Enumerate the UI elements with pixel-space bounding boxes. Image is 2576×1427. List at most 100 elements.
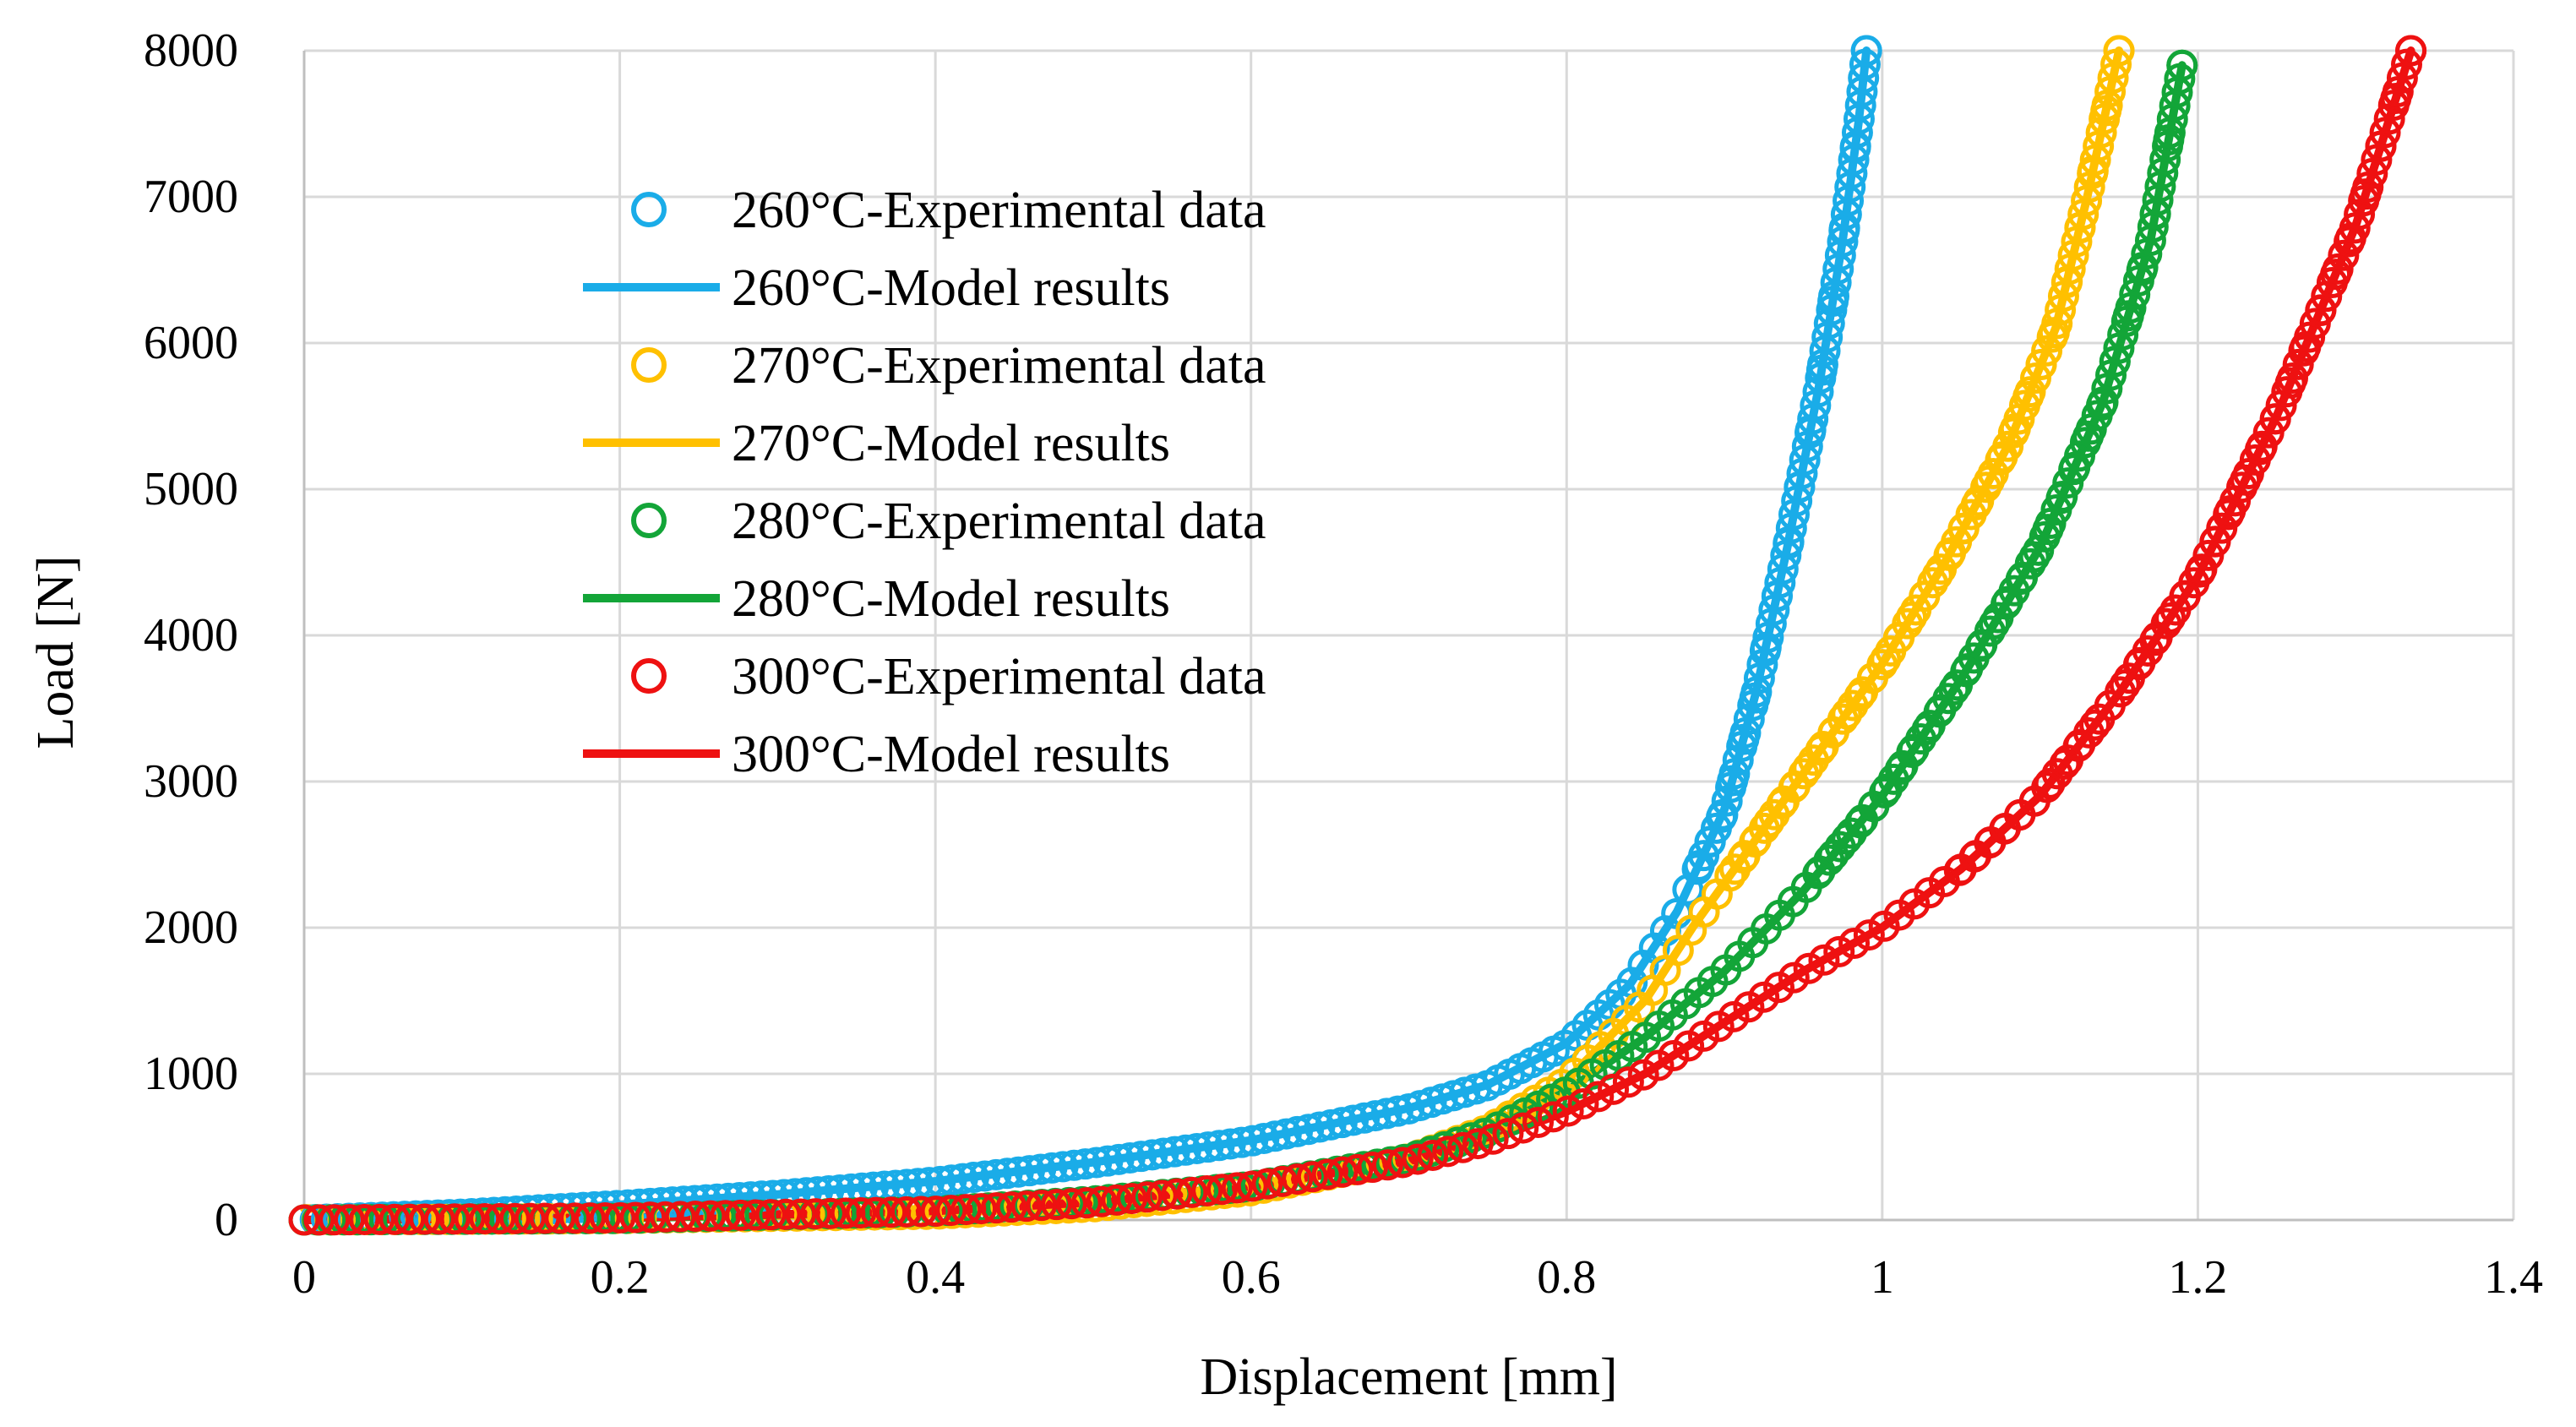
data-point bbox=[2020, 362, 2052, 395]
y-tick-label: 5000 bbox=[144, 463, 238, 515]
data-point bbox=[1266, 1165, 1299, 1197]
data-point bbox=[348, 1204, 380, 1236]
data-point bbox=[1055, 1188, 1087, 1220]
data-point bbox=[1612, 1066, 1644, 1098]
data-point bbox=[1169, 1134, 1201, 1166]
data-point bbox=[946, 1163, 978, 1195]
data-point bbox=[2334, 226, 2366, 258]
data-point bbox=[1293, 1114, 1325, 1146]
data-point bbox=[649, 1201, 681, 1233]
data-point bbox=[1221, 1172, 1253, 1204]
data-point bbox=[1315, 1108, 1347, 1141]
data-point bbox=[739, 1199, 771, 1231]
data-point bbox=[1326, 1107, 1358, 1139]
data-point bbox=[423, 1203, 455, 1235]
legend-item: 260°C-Experimental data bbox=[631, 182, 1266, 239]
data-point bbox=[1522, 1106, 1555, 1138]
data-point bbox=[2036, 321, 2068, 353]
legend-marker-symbol bbox=[631, 503, 667, 538]
legend-marker-symbol bbox=[631, 347, 667, 383]
data-point bbox=[1348, 1102, 1381, 1134]
x-axis-title: Displacement [mm] bbox=[1200, 1348, 1617, 1406]
data-point bbox=[2311, 280, 2343, 313]
data-point bbox=[1997, 417, 2029, 449]
data-point bbox=[924, 1165, 956, 1197]
data-point bbox=[544, 1202, 576, 1234]
data-point bbox=[1304, 1111, 1336, 1143]
data-point bbox=[1116, 1183, 1148, 1215]
data-point bbox=[303, 1204, 335, 1236]
data-point bbox=[2356, 157, 2388, 189]
data-point bbox=[1455, 1122, 1487, 1154]
data-point bbox=[1311, 1158, 1343, 1190]
data-point bbox=[2395, 35, 2427, 67]
data-point bbox=[1092, 1145, 1124, 1177]
data-point bbox=[875, 1196, 907, 1228]
data-point bbox=[1146, 1179, 1178, 1212]
data-point bbox=[1370, 1097, 1402, 1130]
data-point bbox=[2282, 348, 2314, 380]
data-point bbox=[619, 1201, 651, 1234]
data-point bbox=[991, 1157, 1023, 1190]
data-point bbox=[1047, 1151, 1079, 1183]
data-point bbox=[2025, 348, 2057, 380]
data-point bbox=[2014, 376, 2046, 408]
data-point bbox=[2277, 362, 2308, 395]
x-tick-label: 1 bbox=[1871, 1251, 1894, 1304]
data-point bbox=[770, 1198, 802, 1230]
data-point bbox=[920, 1196, 952, 1228]
data-point bbox=[1058, 1149, 1090, 1181]
data-point bbox=[1147, 1137, 1179, 1169]
data-point bbox=[1002, 1156, 1034, 1188]
data-point bbox=[363, 1203, 395, 1235]
data-point bbox=[589, 1202, 621, 1234]
data-point bbox=[1446, 1131, 1479, 1163]
data-point bbox=[958, 1162, 990, 1194]
legend-label: 260°C-Experimental data bbox=[732, 182, 1266, 239]
data-point bbox=[1507, 1112, 1539, 1144]
data-point bbox=[1103, 1143, 1135, 1175]
data-point bbox=[1707, 798, 1739, 831]
data-point bbox=[454, 1203, 486, 1235]
data-point bbox=[2352, 171, 2384, 203]
data-point bbox=[890, 1196, 922, 1228]
data-point bbox=[634, 1201, 667, 1234]
data-point bbox=[1371, 1149, 1403, 1181]
data-point bbox=[860, 1196, 892, 1228]
data-point bbox=[2373, 103, 2405, 135]
data-point bbox=[2382, 75, 2414, 107]
data-point bbox=[394, 1203, 426, 1235]
y-tick-label: 4000 bbox=[144, 609, 238, 662]
x-tick-label: 0 bbox=[292, 1251, 316, 1304]
y-axis-title: Load [N] bbox=[27, 556, 84, 749]
x-tick-label: 1.2 bbox=[2168, 1251, 2227, 1304]
y-tick-label: 0 bbox=[215, 1194, 238, 1246]
data-point bbox=[935, 1164, 967, 1196]
data-point bbox=[2008, 389, 2040, 422]
data-point bbox=[1259, 1120, 1291, 1152]
data-point bbox=[2166, 49, 2198, 81]
x-tick-label: 0.6 bbox=[1222, 1251, 1281, 1304]
data-point bbox=[2305, 294, 2337, 326]
data-point bbox=[1850, 35, 1882, 67]
data-point bbox=[1492, 1118, 1524, 1150]
data-point bbox=[1237, 1125, 1269, 1157]
data-point bbox=[905, 1196, 937, 1228]
plot-area bbox=[288, 35, 2427, 1236]
legend-item: 260°C-Model results bbox=[583, 259, 1170, 317]
legend-label: 300°C-Experimental data bbox=[732, 648, 1266, 705]
data-point bbox=[1386, 1147, 1419, 1179]
data-point bbox=[1130, 1181, 1163, 1213]
data-point bbox=[1125, 1141, 1157, 1173]
data-point bbox=[2294, 321, 2326, 353]
data-point bbox=[2339, 212, 2371, 244]
data-point bbox=[995, 1191, 1027, 1223]
data-point bbox=[980, 1158, 1012, 1190]
data-point bbox=[814, 1197, 847, 1229]
data-point bbox=[288, 1204, 320, 1236]
data-point bbox=[379, 1203, 411, 1235]
data-point bbox=[1014, 1155, 1046, 1187]
data-point bbox=[2328, 239, 2360, 271]
data-point bbox=[2087, 386, 2119, 418]
data-point bbox=[1326, 1156, 1359, 1188]
